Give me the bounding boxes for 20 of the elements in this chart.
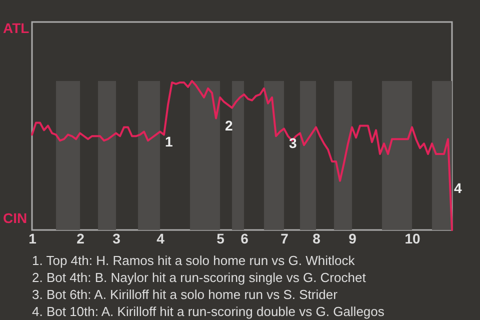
text: 4. Bot 10th: A. Kirilloff hit a run-scoring double vs G. Gallegos (32, 303, 386, 320)
x-tick-label: 10 (404, 230, 420, 246)
text: 3. Bot 6th: A. Kirilloff hit a solo home run vs S. Strider (32, 286, 338, 303)
annotation: 1 (165, 134, 173, 150)
text: ATL (3, 20, 30, 36)
x-tick-label: 5 (216, 230, 225, 246)
text: 4 (454, 180, 462, 196)
annotation: 2 (225, 117, 233, 134)
text: CIN (3, 210, 28, 226)
x-tick-label: 3 (112, 230, 121, 246)
text: 1. Top 4th: H. Ramos hit a solo home run vs G. Whitlock (32, 252, 356, 269)
x-tick-label: 4 (156, 230, 165, 246)
annotation: 3 (289, 135, 297, 152)
x-tick-label: 8 (312, 230, 321, 246)
x-tick-label: 2 (76, 230, 85, 246)
x-tick-label: 7 (280, 230, 289, 246)
x-tick-label: 1 (28, 230, 37, 246)
x-tick-label: 6 (240, 230, 249, 246)
x-tick-label: 9 (348, 230, 357, 246)
text: 2. Bot 4th: B. Naylor hit a run-scoring single vs G. Crochet (32, 269, 367, 286)
